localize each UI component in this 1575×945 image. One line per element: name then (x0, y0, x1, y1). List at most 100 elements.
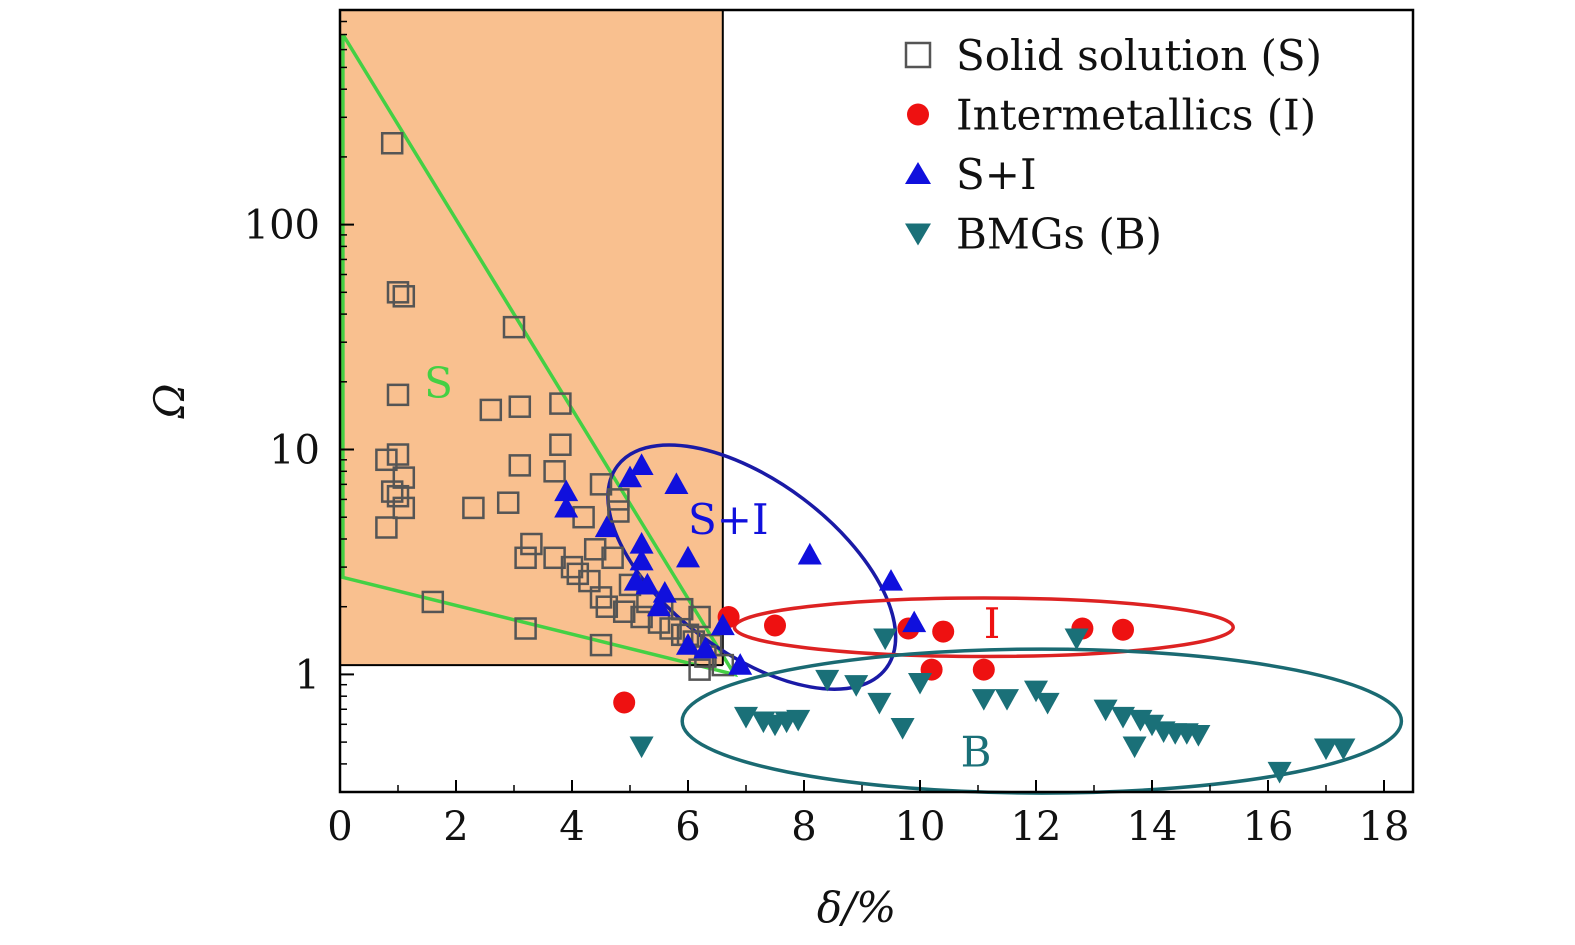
data-point-bmgs (734, 706, 758, 729)
legend-triangle-up-marker-icon (905, 162, 931, 184)
data-point-solid-solution (583, 538, 607, 561)
data-point-bmgs (815, 669, 840, 692)
x-tick-label: 6 (675, 804, 700, 850)
x-tick-label: 18 (1359, 804, 1410, 850)
x-tick-label: 4 (559, 804, 584, 850)
data-point-bmgs (1186, 724, 1211, 747)
data-point-s-plus-i (629, 532, 654, 554)
data-point-bmgs (1267, 761, 1292, 784)
y-tick-label: 1 (295, 652, 320, 698)
legend-item-s-plus-i: S+I (905, 150, 1037, 199)
legend-label-solid-solution: Solid solution (S) (956, 31, 1322, 80)
x-tick-label: 8 (791, 804, 816, 850)
data-point-intermetallics (972, 658, 995, 681)
plot-frame (338, 8, 1415, 794)
data-point-solid-solution (380, 480, 404, 503)
legend-item-solid-solution: Solid solution (S) (904, 31, 1322, 80)
data-point-bmgs (1331, 738, 1356, 761)
data-point-s-plus-i (676, 545, 700, 568)
data-point-intermetallics (613, 691, 636, 714)
x-tick-label: 2 (443, 804, 468, 850)
legend-triangle-down-marker-icon (905, 223, 931, 246)
legend-item-bmgs: BMGs (B) (905, 210, 1162, 259)
data-point-s-plus-i (554, 495, 579, 518)
data-point-intermetallics (1112, 618, 1134, 641)
data-point-solid-solution (479, 398, 503, 422)
data-point-bmgs (629, 736, 654, 759)
data-point-bmgs (1140, 714, 1164, 737)
data-point-s-plus-i (554, 479, 579, 502)
data-point-s-plus-i (879, 569, 903, 591)
data-point-solid-solution (392, 466, 416, 489)
data-point-s-plus-i (594, 515, 619, 538)
data-point-solid-solution (578, 569, 601, 593)
solid-solution-boundary (341, 33, 739, 678)
data-point-bmgs (844, 675, 869, 697)
data-point-s-plus-i (629, 453, 654, 475)
regions-layer (340, 10, 739, 678)
axes-layer (338, 8, 1415, 794)
data-point-solid-solution (392, 285, 416, 308)
data-point-s-plus-i (797, 542, 822, 565)
data-point-solid-solution (496, 491, 520, 514)
data-point-solid-solution (502, 315, 526, 339)
x-tick-label: 16 (1243, 804, 1294, 850)
data-point-s-plus-i (647, 594, 671, 617)
legend: Solid solution (S) Intermetallics (I) S+… (904, 31, 1322, 259)
y-tick-label: 10 (269, 428, 320, 474)
region-label-s: S (424, 359, 453, 408)
data-point-intermetallics (932, 620, 955, 643)
region-label-s-plus-i: S+I (688, 495, 769, 544)
data-point-bmgs (1093, 699, 1118, 722)
data-point-solid-solution (566, 562, 590, 586)
data-point-solid-solution (630, 605, 653, 629)
data-point-bmgs (1064, 628, 1089, 651)
data-point-solid-solution (380, 132, 404, 155)
data-point-s-plus-i (902, 610, 927, 633)
x-tick-label: 10 (895, 804, 946, 850)
data-point-s-plus-i (635, 572, 660, 595)
data-point-solid-solution (670, 597, 694, 621)
data-point-solid-solution (560, 555, 584, 579)
data-point-bmgs (1111, 706, 1135, 729)
data-point-bmgs (971, 689, 996, 711)
data-point-solid-solution (612, 600, 636, 623)
data-point-solid-solution (462, 496, 485, 520)
data-point-solid-solution (508, 454, 532, 477)
data-point-solid-solution (514, 617, 537, 640)
data-point-solid-solution (375, 448, 398, 472)
data-point-intermetallics (764, 614, 786, 637)
data-point-solid-solution (601, 546, 624, 570)
data-point-s-plus-i (710, 613, 735, 636)
data-point-solid-solution (392, 496, 416, 520)
data-point-bmgs (867, 692, 892, 715)
legend-label-intermetallics: Intermetallics (I) (956, 91, 1316, 140)
data-point-solid-solution (386, 484, 410, 508)
ellipse-i (732, 596, 1235, 659)
data-point-solid-solution (589, 473, 613, 496)
x-tick-label: 0 (327, 804, 352, 850)
data-point-solid-solution (589, 633, 613, 657)
data-point-s-plus-i (693, 636, 718, 659)
data-point-solid-solution (607, 500, 630, 523)
legend-square-marker-icon (904, 41, 932, 69)
legend-label-bmgs: BMGs (B) (956, 210, 1162, 259)
solid-solution-region (340, 10, 723, 666)
data-point-solid-solution (688, 605, 711, 629)
data-point-s-plus-i (664, 472, 689, 494)
data-point-solid-solution (421, 590, 445, 614)
data-point-solid-solution (543, 460, 566, 483)
data-point-s-plus-i (676, 633, 700, 655)
data-point-solid-solution (514, 546, 537, 570)
data-point-s-plus-i (728, 653, 753, 675)
data-point-solid-solution (508, 395, 532, 418)
data-point-solid-solution (595, 595, 619, 618)
data-point-s-plus-i (629, 548, 654, 571)
data-point-bmgs (995, 689, 1019, 711)
data-point-bmgs (1122, 736, 1147, 759)
legend-item-intermetallics: Intermetallics (I) (907, 91, 1316, 140)
data-point-solid-solution (375, 516, 398, 539)
region-label-i: I (984, 599, 1001, 648)
y-tick-label: 100 (244, 203, 320, 249)
